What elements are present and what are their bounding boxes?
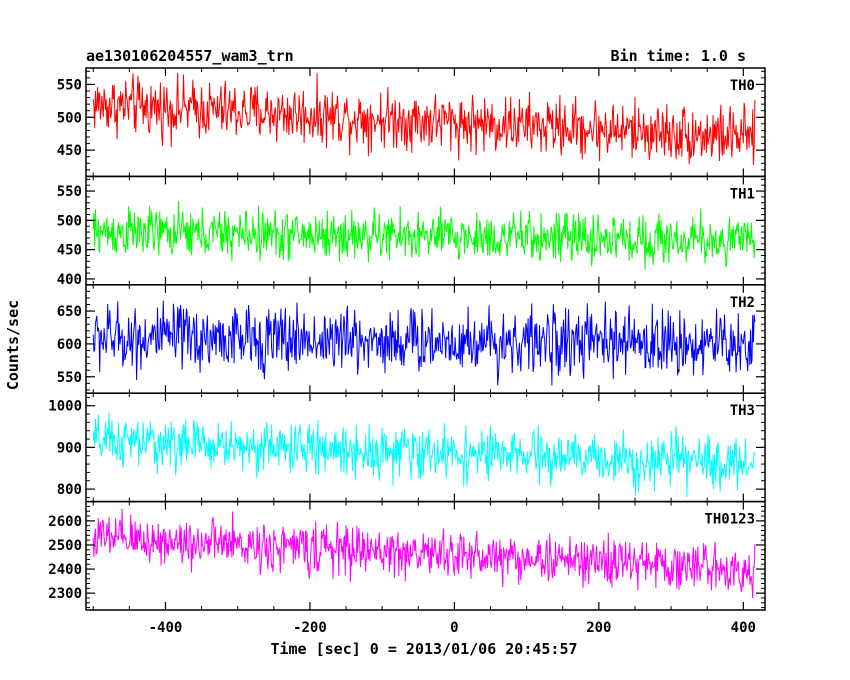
panel-label-th0123: TH0123 [704,512,755,528]
y-tick-label: 500 [57,213,82,229]
panel-label-th3: TH3 [730,403,755,419]
y-tick-label: 900 [57,440,82,456]
x-axis-label: Time [sec] 0 = 2013/01/06 20:45:57 [270,640,577,658]
y-tick-label: 550 [57,184,82,200]
x-tick-label: -200 [293,620,327,636]
x-axis: -400 -200 0 200 400 [149,620,756,636]
bin-time-label: Bin time: 1.0 s [611,47,746,65]
y-tick-label: 400 [57,272,82,288]
panels: 450 500 550 TH0 400 450 500 550 TH1 550 600 650 TH2 8… [48,67,766,611]
x-tick-label: 400 [731,620,756,636]
panel-label-th2: TH2 [730,295,755,311]
panel-frame [85,500,766,611]
y-tick-label: 2500 [48,538,82,554]
panel-th0: 450 500 550 TH0 [57,67,766,178]
y-tick-label: 650 [57,304,82,320]
y-tick-label: 2300 [48,586,82,602]
series-line-th0 [92,72,756,166]
panel-label-th1: TH1 [730,186,755,202]
panel-th0123: 2300 2400 2500 2600 TH0123 [48,500,766,611]
panel-th3: 800 900 1000 TH3 [48,392,766,503]
y-tick-label: 450 [57,243,82,259]
series-line-th2 [92,300,756,386]
series-line-th1 [92,200,756,270]
panel-th1: 400 450 500 550 TH1 [57,175,766,288]
chart-title: ae130106204557_wam3_trn [86,47,294,65]
x-tick-label: -400 [149,620,183,636]
series-line-th3 [92,412,756,498]
y-tick-label: 1000 [48,399,82,415]
x-tick-label: 0 [450,620,458,636]
y-axis-label: Counts/sec [4,300,22,390]
panel-th2: 550 600 650 TH2 [57,284,766,394]
y-tick-label: 800 [57,482,82,498]
y-tick-label: 450 [57,143,82,159]
y-tick-label: 2400 [48,562,82,578]
series-line-th0123 [92,508,756,599]
y-tick-label: 500 [57,110,82,126]
y-tick-label: 550 [57,77,82,93]
y-tick-label: 550 [57,370,82,386]
y-tick-label: 600 [57,337,82,353]
panel-label-th0: TH0 [730,78,755,94]
x-tick-label: 200 [586,620,611,636]
y-tick-label: 2600 [48,514,82,530]
